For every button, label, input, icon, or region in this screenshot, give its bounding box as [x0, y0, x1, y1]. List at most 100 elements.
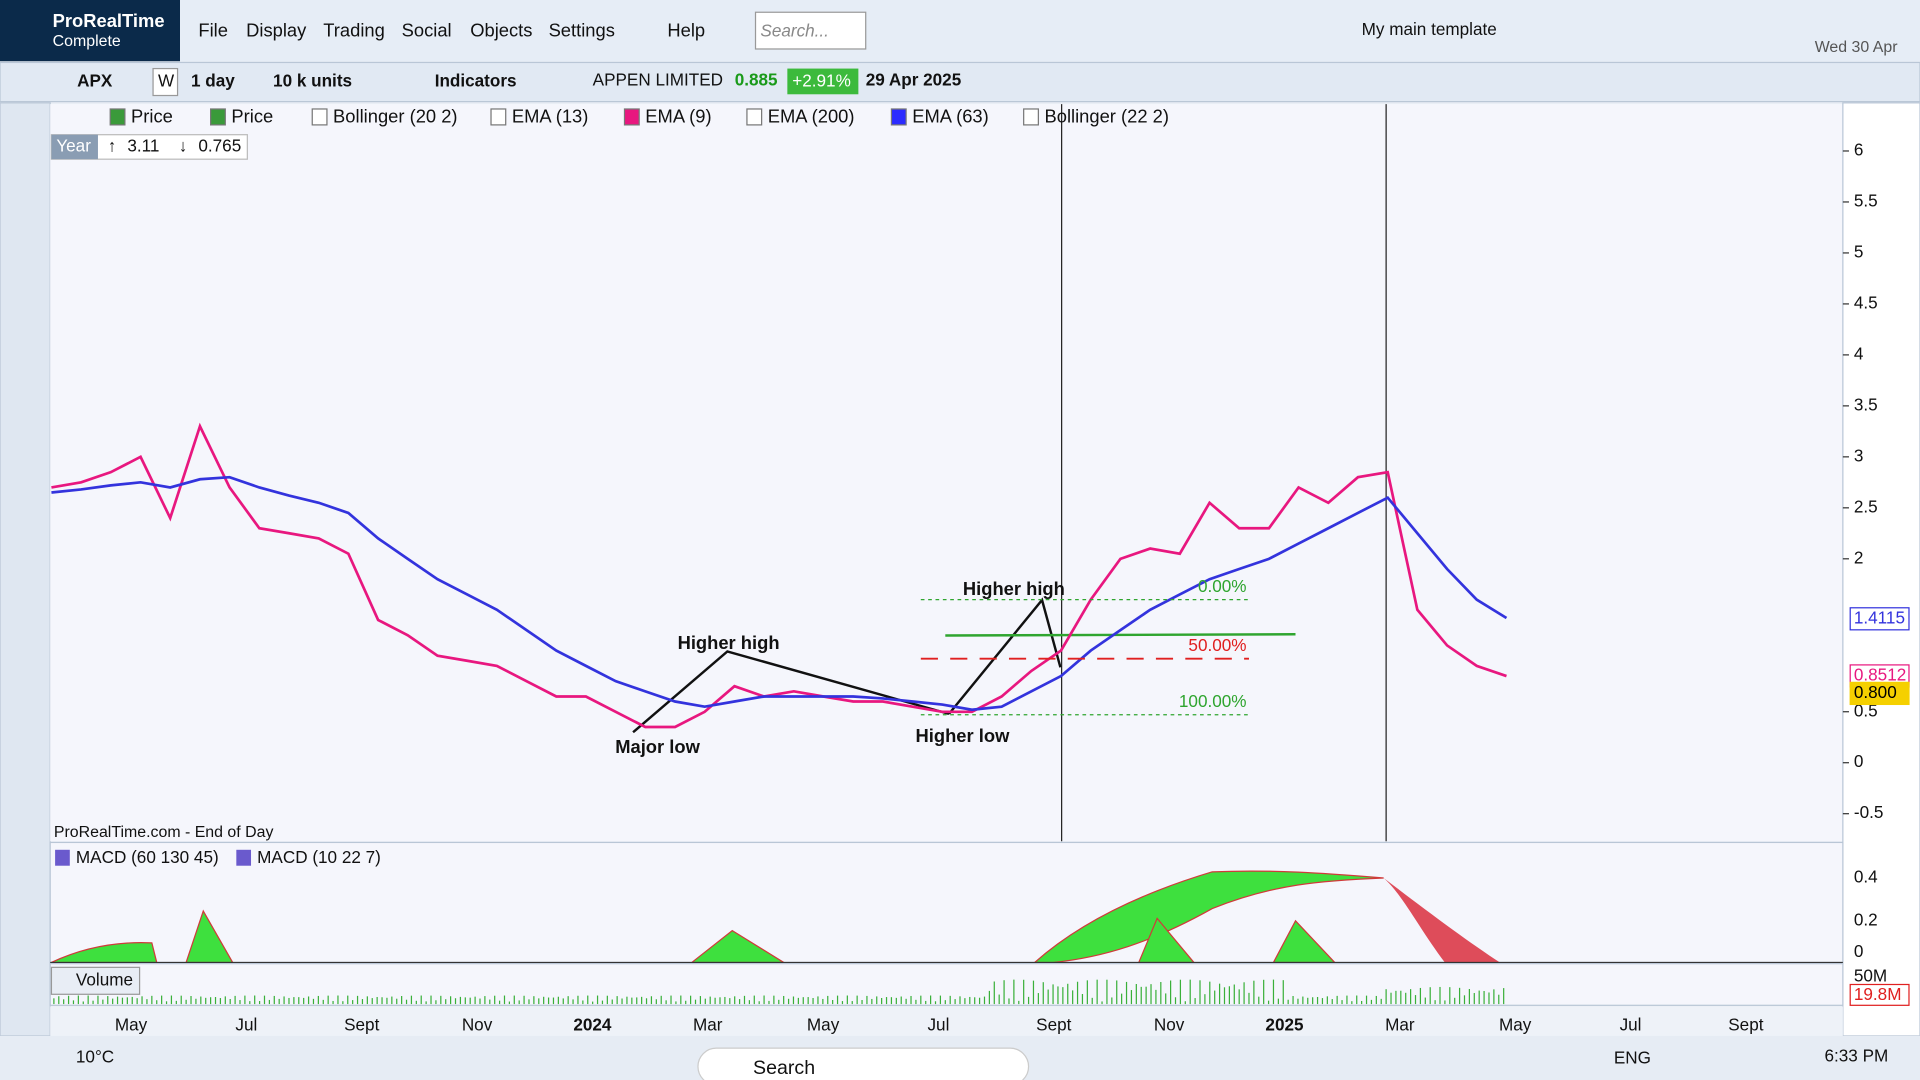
fib-label: 0.00% [1198, 576, 1247, 596]
menu-item[interactable]: Trading [323, 20, 385, 41]
y-tick-label: 0 [1854, 751, 1864, 771]
chart: 6 5.5 5 4.5 4 3.5 3 2.5 2 0.5 0 -0.5 May Jul Sept Nov 20… [50, 140, 1910, 1080]
legend-entry[interactable]: EMA (200) [768, 105, 855, 126]
legend-swatch[interactable] [746, 108, 763, 126]
x-tick-label: Jul [927, 1015, 949, 1035]
annotation: Higher low [916, 725, 1011, 746]
x-tick-label: Sept [1036, 1015, 1071, 1035]
volume-legend[interactable]: Volume [76, 969, 133, 989]
template[interactable]: My main template [1362, 19, 1497, 39]
menu-item[interactable]: File [198, 20, 228, 41]
y-tick-label: 4 [1854, 343, 1864, 363]
taskbar-search-label: Search [753, 1057, 815, 1079]
x-tick-label: 2024 [573, 1015, 612, 1035]
price-label: 0.800 [1854, 682, 1897, 702]
y-tick-label: 5 [1854, 241, 1864, 261]
series-line [51, 475, 1508, 712]
legend-swatch[interactable] [623, 108, 640, 126]
macd-swatch [236, 849, 252, 866]
search-box[interactable] [754, 11, 867, 50]
macd-legend[interactable]: MACD (10 22 7) [257, 847, 381, 867]
logo-box [0, 0, 180, 62]
volume-last-box [1849, 983, 1910, 1006]
legend-swatch[interactable] [210, 108, 226, 126]
y-tick-label: 4.5 [1854, 292, 1878, 312]
quote-date: 29 Apr 2025 [866, 69, 962, 89]
y-tick-label: 5.5 [1854, 190, 1878, 210]
top-bar [0, 0, 1920, 62]
indicators[interactable]: Indicators [435, 71, 517, 91]
annotation: Major low [615, 736, 700, 757]
legend-swatch[interactable] [109, 108, 126, 126]
annotation: Higher high [963, 578, 1065, 599]
symbol[interactable]: APX [77, 71, 113, 91]
legend-entry[interactable]: Bollinger (22 2) [1044, 105, 1169, 126]
y-tick-label: 2.5 [1854, 496, 1878, 516]
period-box[interactable] [152, 67, 179, 97]
price-label: 0.8512 [1854, 664, 1906, 684]
y-tick-label: 3.5 [1854, 394, 1878, 414]
instrument: APPEN LIMITED [593, 69, 723, 89]
volume-panel [49, 963, 1844, 1006]
y-tick-label: 2 [1854, 547, 1864, 567]
legend-swatch[interactable] [311, 108, 328, 126]
x-tick-label: Mar [693, 1015, 723, 1035]
x-tick-label: May [115, 1015, 148, 1035]
legend-entry[interactable]: Price [131, 105, 173, 126]
macd-bump [51, 942, 158, 964]
macd-legend[interactable]: MACD (60 130 45) [76, 847, 219, 867]
fib-label: 100.00% [1179, 691, 1247, 711]
left-toolbar [0, 102, 51, 1037]
legend-swatch[interactable] [1023, 108, 1039, 126]
time-axis [50, 1006, 1843, 1036]
menu-item[interactable]: Social [402, 20, 452, 41]
arrow-down: ↓ [179, 135, 188, 155]
menu-item[interactable]: Help [667, 20, 705, 41]
arrow-up: ↑ [108, 135, 117, 155]
menu-item[interactable]: Settings [549, 20, 615, 41]
app-edition: Complete [53, 33, 121, 50]
price-label-box [1849, 681, 1910, 706]
legend-entry[interactable]: Price [231, 105, 273, 126]
x-tick-label: Jul [235, 1015, 257, 1035]
volume-legend-box [50, 966, 141, 995]
year-low: 0.765 [198, 135, 241, 155]
price-axis [1842, 102, 1920, 1037]
taskbar-time: 6:33 PM [1824, 1045, 1888, 1065]
legend-entry[interactable]: EMA (13) [512, 105, 589, 126]
symbol-bar [0, 61, 1920, 103]
y-tick-label: -0.5 [1854, 802, 1884, 822]
fib-label: 50.00% [1188, 635, 1246, 655]
x-tick-label: Mar [1385, 1015, 1415, 1035]
price-label-box [1849, 607, 1910, 631]
taskbar-search[interactable] [697, 1047, 1030, 1080]
menu-item[interactable]: Display [246, 20, 307, 41]
taskbar-language: ENG [1614, 1048, 1651, 1068]
legend-swatch[interactable] [490, 108, 507, 126]
x-tick-label: Jul [1620, 1015, 1642, 1035]
menu-item[interactable]: Objects [470, 20, 532, 41]
volume-last: 19.8M [1854, 984, 1902, 1004]
date: Wed 30 Apr [1815, 39, 1899, 56]
volume-tick-label: 50M [1854, 966, 1887, 986]
units[interactable]: 10 k units [273, 71, 352, 91]
legend-entry[interactable]: EMA (9) [645, 105, 711, 126]
legend-entry[interactable]: EMA (63) [912, 105, 989, 126]
change-box [787, 68, 859, 95]
x-tick-label: May [1499, 1015, 1532, 1035]
year-label: Year [56, 135, 91, 155]
app-name: ProRealTime [53, 10, 165, 31]
x-tick-label: 2025 [1265, 1015, 1304, 1035]
plot-area [50, 104, 1843, 842]
support-line [945, 633, 1296, 637]
timeframe[interactable]: 1 day [191, 71, 235, 91]
y-tick-label: 0.5 [1854, 700, 1878, 720]
data-source: ProRealTime.com - End of Day [54, 824, 274, 841]
legend-swatch[interactable] [890, 108, 907, 126]
macd-panel [49, 841, 1844, 964]
legend-entry[interactable]: Bollinger (20 2) [333, 105, 458, 126]
search-placeholder: Search... [760, 20, 829, 40]
x-tick-label: Nov [1154, 1015, 1185, 1035]
period[interactable]: W [158, 71, 175, 91]
